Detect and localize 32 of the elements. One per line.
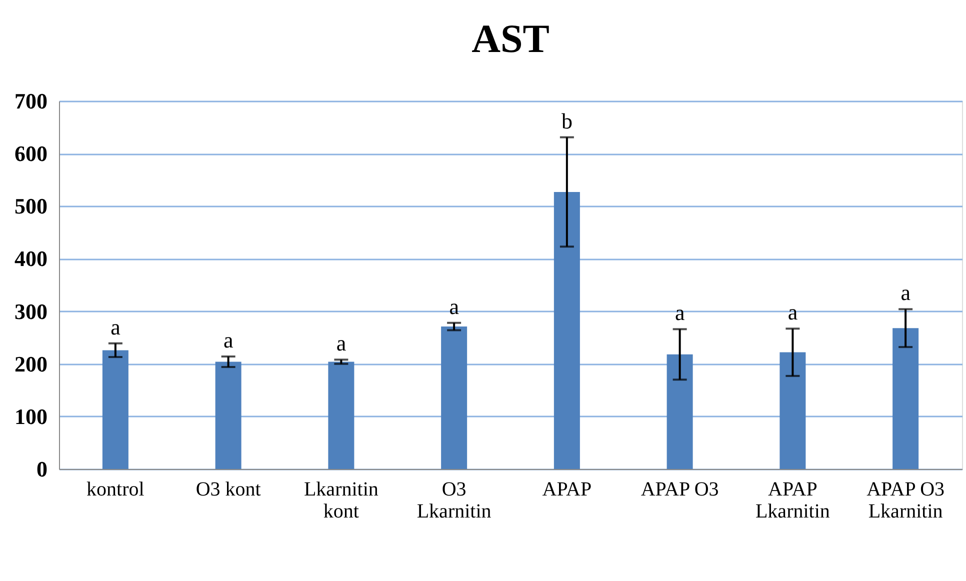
annotation: a: [110, 314, 121, 340]
y-tick-label: 700: [14, 88, 48, 114]
bar: [441, 326, 468, 469]
bar: [215, 362, 242, 469]
x-tick-label: O3 kont: [196, 478, 262, 500]
x-tick-label: APAP O3 Lkarnitin: [866, 478, 945, 522]
y-tick-label: 0: [36, 456, 48, 482]
x-tick-label: APAP O3: [640, 478, 719, 500]
y-tick-label: 400: [14, 246, 48, 272]
x-tick-label: APAP Lkarnitin: [755, 478, 830, 522]
bar: [554, 192, 580, 469]
y-tick-label: 100: [14, 404, 48, 429]
y-tick-label: 600: [14, 141, 48, 166]
annotation: a: [900, 280, 911, 306]
y-tick-label: 200: [14, 351, 48, 376]
annotation: a: [674, 300, 685, 326]
bar: [102, 350, 128, 469]
bar: [892, 328, 919, 469]
x-tick-label: O3 Lkarnitin: [416, 478, 492, 522]
annotation: a: [788, 300, 798, 325]
x-tick-label: APAP: [542, 478, 592, 500]
chart-title: AST: [472, 16, 550, 61]
y-tick-label: 500: [14, 194, 48, 219]
annotation: a: [336, 330, 346, 356]
annotation: b: [561, 108, 572, 134]
annotation: a: [449, 294, 460, 319]
bar: [666, 354, 693, 469]
annotation: a: [223, 327, 234, 352]
bar: [780, 352, 806, 469]
x-tick-label: kontrol: [86, 478, 145, 500]
y-tick-label: 300: [14, 298, 48, 324]
x-tick-label: Lkarnitin kont: [304, 478, 378, 522]
